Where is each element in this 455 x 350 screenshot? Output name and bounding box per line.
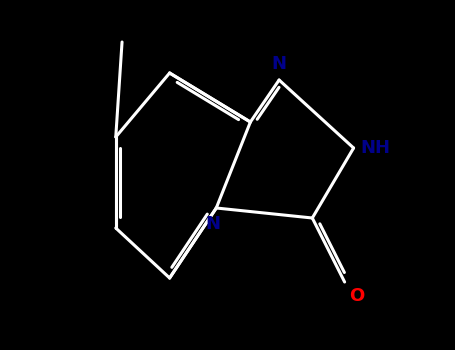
- Text: N: N: [272, 55, 287, 73]
- Text: NH: NH: [361, 139, 390, 157]
- Text: O: O: [349, 287, 364, 304]
- Text: N: N: [206, 215, 221, 233]
